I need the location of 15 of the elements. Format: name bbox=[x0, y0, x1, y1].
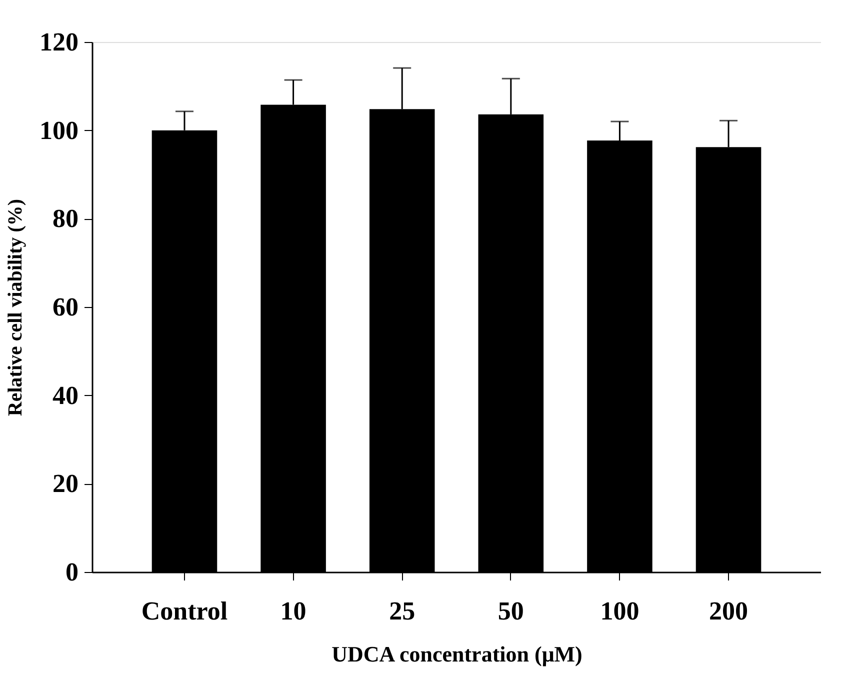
y-tick-label: 100 bbox=[40, 116, 78, 145]
x-axis-title: UDCA concentration (μM) bbox=[332, 642, 582, 666]
y-tick-label: 40 bbox=[52, 380, 78, 410]
y-axis-title: Relative cell viability (%) bbox=[4, 198, 26, 416]
y-tick-label: 80 bbox=[52, 204, 78, 234]
x-tick-label: 10 bbox=[280, 596, 306, 626]
x-tick-label: Control bbox=[141, 596, 228, 626]
x-tick-label: 50 bbox=[498, 596, 524, 626]
y-tick-label: 20 bbox=[52, 469, 78, 498]
y-tick-label: 120 bbox=[40, 28, 78, 56]
y-tick-label: 0 bbox=[66, 558, 78, 586]
x-tick-label: 100 bbox=[600, 596, 640, 626]
x-tick-label: 200 bbox=[709, 596, 748, 626]
x-tick-label: 25 bbox=[389, 596, 416, 626]
y-tick-label: 60 bbox=[52, 292, 78, 322]
